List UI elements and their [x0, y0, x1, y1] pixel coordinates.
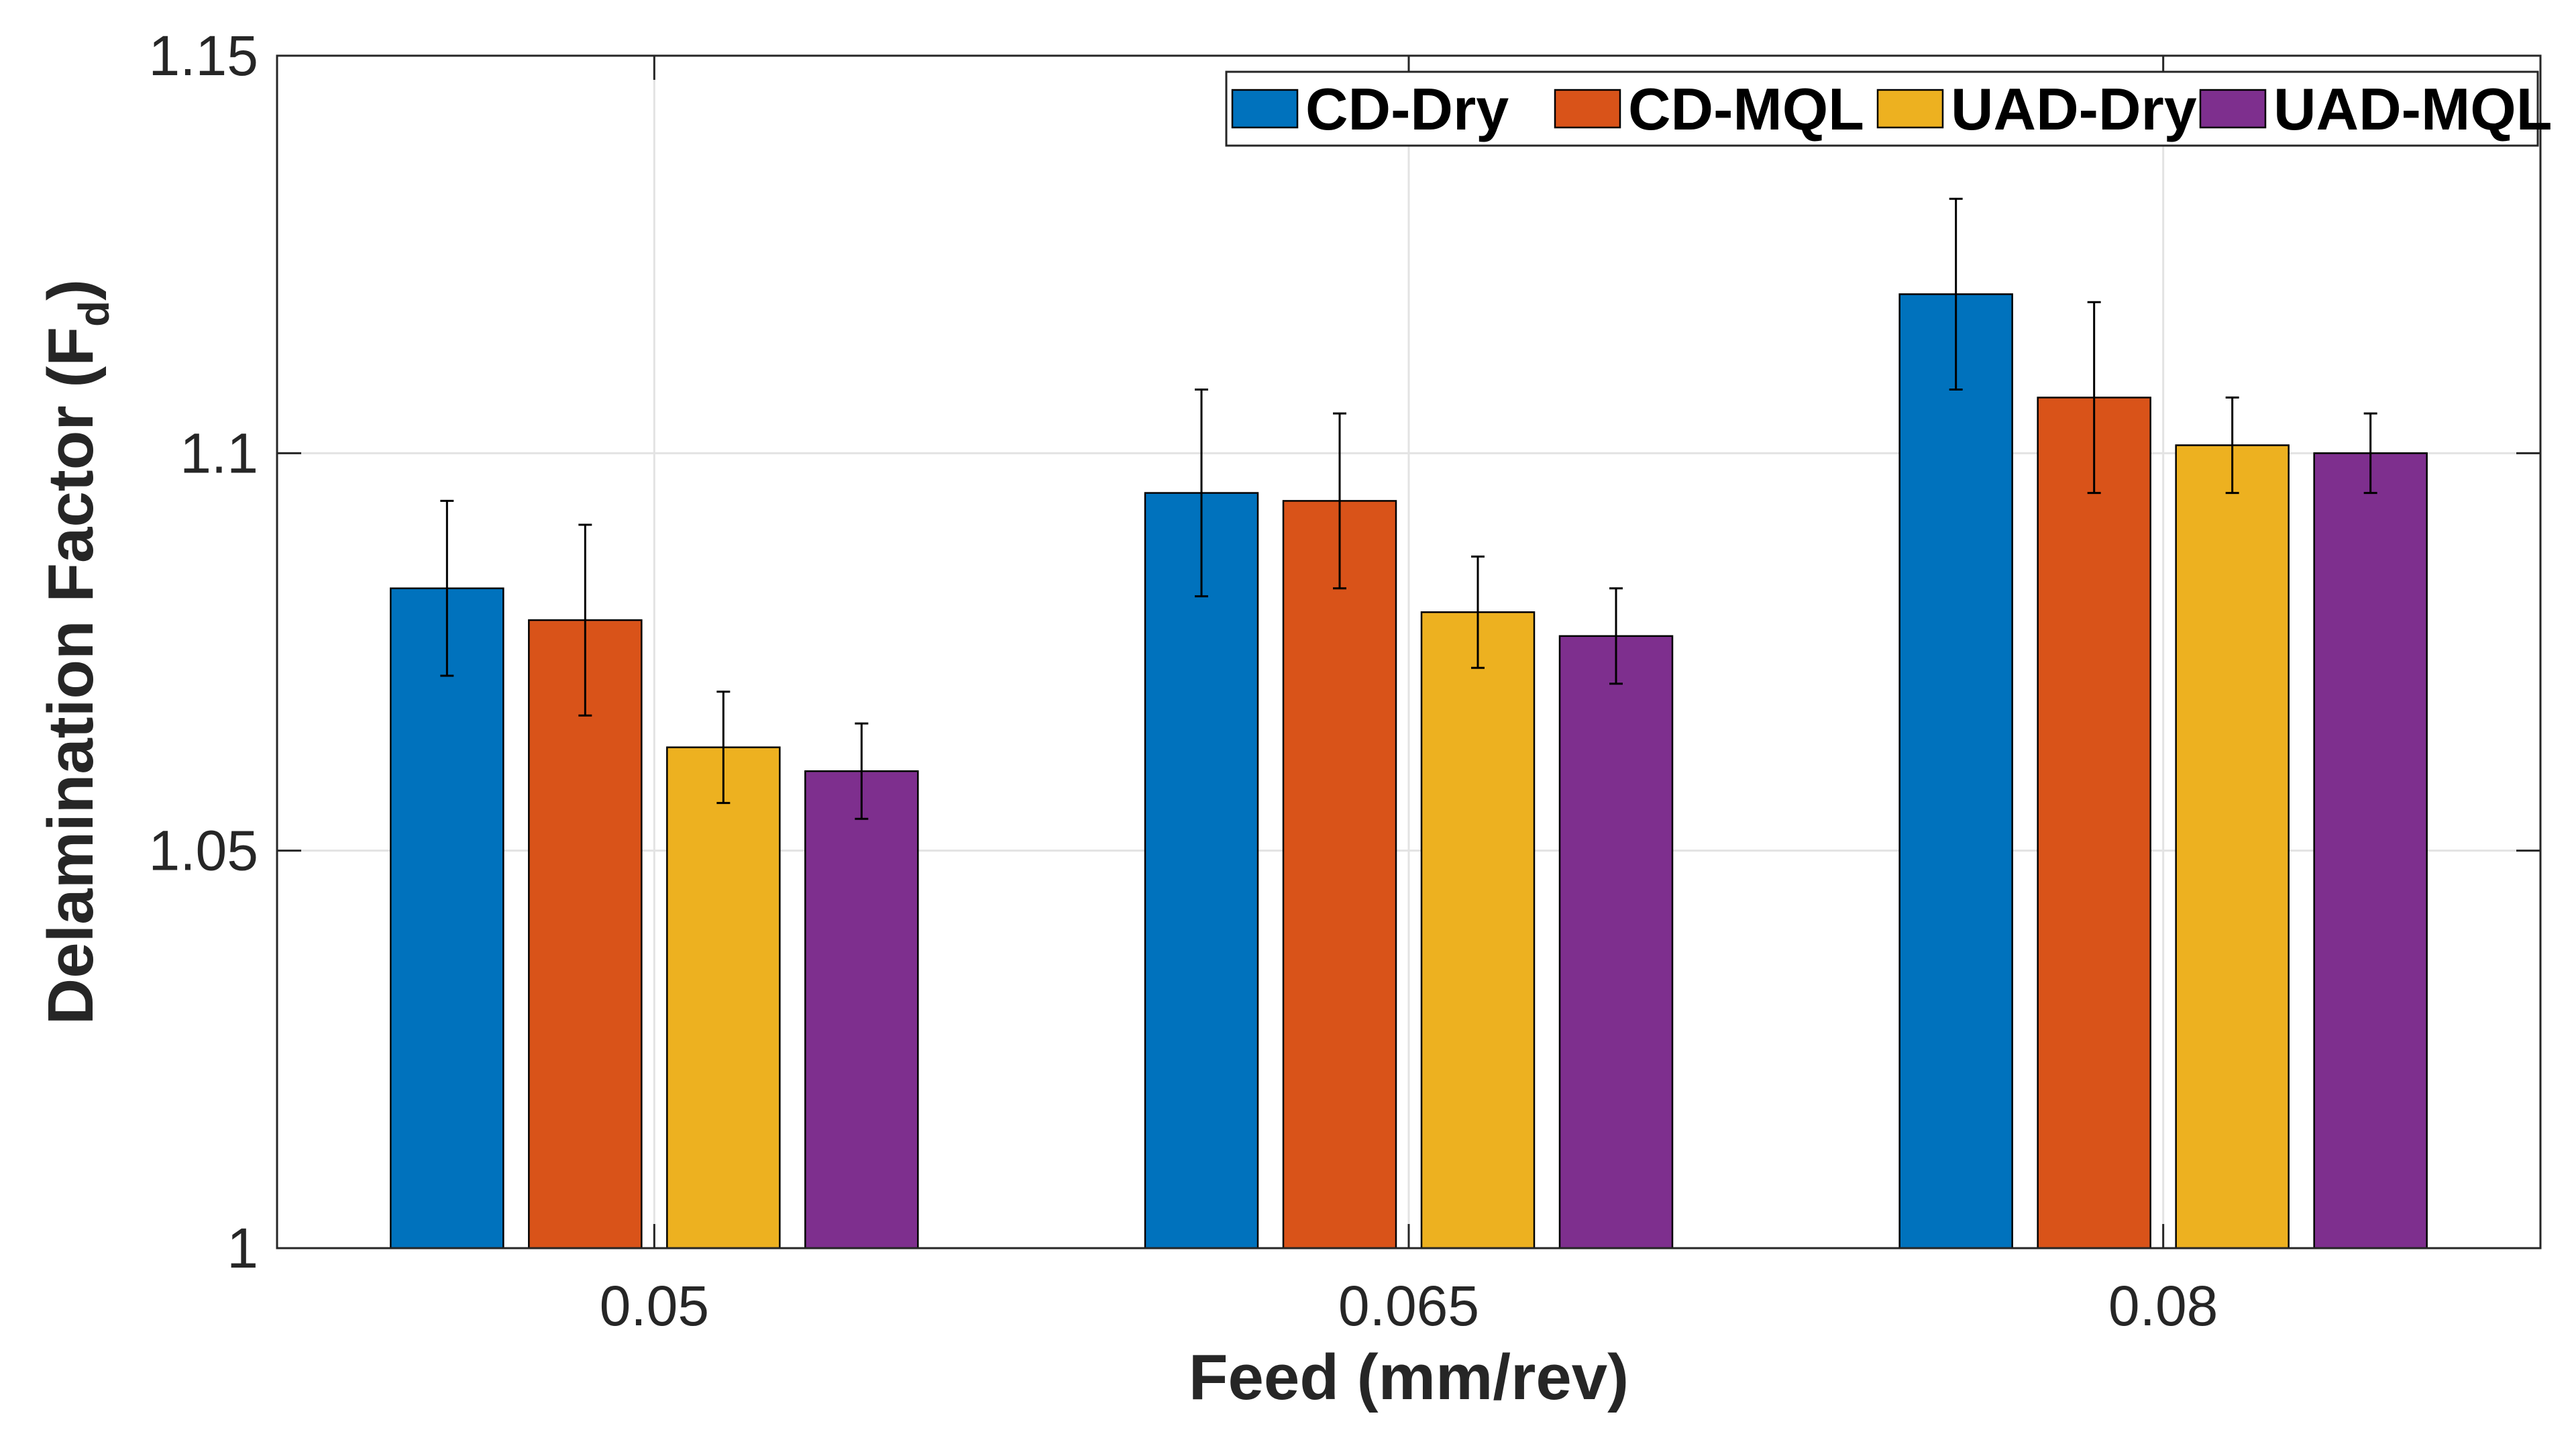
legend-swatch [1231, 89, 1299, 129]
error-bar-uad-dry-0.05 [716, 691, 731, 805]
axes [276, 54, 2542, 1249]
legend-entry-uad-mql: UAD-MQL [2199, 76, 2552, 142]
x-tick-label-1: 0.065 [1338, 1274, 1479, 1337]
y-tick-label-2: 1.1 [180, 421, 258, 484]
legend-label: UAD-Dry [1951, 76, 2197, 142]
y-axis-title: Delamination Factor (Fd) [35, 279, 118, 1025]
tick-labels: 1 1.05 1.1 1.15 0.05 0.065 0.08 [149, 24, 2218, 1337]
bar-uad-mql-0.065 [1558, 635, 1674, 1249]
legend-label: UAD-MQL [2273, 76, 2552, 142]
error-bar-uad-dry-0.08 [2225, 396, 2239, 495]
x-tick-label-2: 0.08 [2108, 1274, 2218, 1337]
grid-lines [277, 54, 2540, 1249]
y-axis-title-subscript: d [70, 301, 118, 327]
y-tick-label-0: 1 [227, 1217, 258, 1280]
bar-cd-dry-0.08 [1898, 293, 2013, 1249]
error-bar-uad-dry-0.065 [1471, 555, 1485, 669]
legend: CD-Dry CD-MQL UAD-Dry UAD-MQL [1225, 70, 2552, 147]
legend-swatch [1876, 89, 1944, 129]
legend-entry-uad-dry: UAD-Dry [1876, 76, 2197, 142]
error-bar-cd-mql-0.05 [578, 523, 592, 717]
y-tick-label-1: 1.05 [149, 819, 259, 882]
x-axis-title: Feed (mm/rev) [1189, 1341, 1629, 1413]
error-bar-uad-mql-0.065 [1609, 587, 1623, 685]
legend-box [1225, 70, 2539, 147]
error-bars [440, 197, 2377, 820]
y-tick-label-3: 1.15 [149, 24, 259, 87]
legend-label: CD-Dry [1305, 76, 1509, 142]
y-axis-title-main: Delamination Factor (F [35, 327, 107, 1025]
error-bar-cd-dry-0.065 [1195, 389, 1208, 598]
legend-swatch [2199, 89, 2267, 129]
legend-swatch [1554, 89, 1621, 129]
bar-cd-dry-0.065 [1144, 492, 1259, 1249]
error-bar-uad-mql-0.05 [855, 722, 869, 820]
bar-cd-mql-0.05 [528, 619, 643, 1249]
legend-entry-cd-mql: CD-MQL [1554, 76, 1864, 142]
error-bar-cd-mql-0.08 [2087, 301, 2101, 495]
bar-cd-dry-0.05 [390, 587, 504, 1249]
error-bar-cd-dry-0.08 [1949, 197, 1963, 391]
bar-uad-mql-0.05 [804, 770, 919, 1249]
y-axis-title-close: ) [35, 279, 107, 301]
error-bar-cd-dry-0.05 [440, 499, 454, 677]
bar-uad-dry-0.08 [2175, 444, 2290, 1249]
legend-label: CD-MQL [1628, 76, 1864, 142]
error-bar-cd-mql-0.065 [1333, 412, 1346, 590]
bar-cd-mql-0.08 [2037, 397, 2151, 1249]
bar-cd-mql-0.065 [1282, 500, 1397, 1249]
x-tick-label-0: 0.05 [600, 1274, 710, 1337]
bar-uad-mql-0.08 [2313, 452, 2428, 1249]
legend-entry-cd-dry: CD-Dry [1231, 76, 1509, 142]
error-bar-uad-mql-0.08 [2363, 412, 2377, 495]
bar-uad-dry-0.065 [1420, 611, 1536, 1249]
bar-uad-dry-0.05 [666, 746, 781, 1249]
